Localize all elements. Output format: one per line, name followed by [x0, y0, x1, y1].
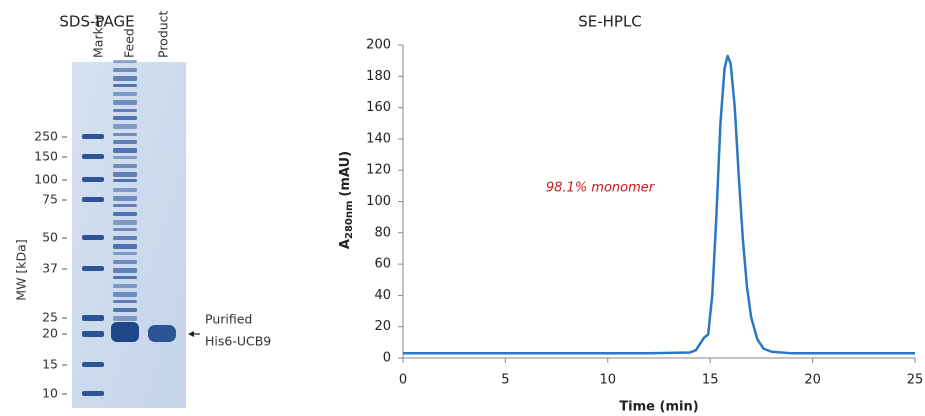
mw-tick-label: 100 — [34, 172, 58, 187]
mw-tick-label: 37 — [42, 261, 58, 276]
figure: SDS-PAGE MW [kDa] SE-HPLC Time (min) A28… — [0, 0, 925, 416]
feed-band — [113, 84, 137, 87]
feed-band — [113, 300, 137, 303]
gel-y-label: MW [kDa] — [14, 239, 29, 300]
feed-band — [113, 109, 137, 112]
mw-tick-label: 10 — [42, 386, 58, 401]
feed-band — [111, 322, 139, 342]
marker-band — [82, 235, 104, 240]
feed-band — [113, 260, 137, 264]
arrow-head — [188, 331, 194, 337]
marker-band — [82, 154, 104, 159]
feed-band — [113, 92, 137, 96]
x-tick-label: 10 — [600, 373, 617, 388]
feed-band — [113, 284, 137, 288]
marker-band — [82, 391, 104, 396]
gel-annotation: Purified — [205, 312, 252, 327]
marker-band — [82, 331, 104, 337]
lane-label: Feed — [122, 28, 137, 58]
y-tick-label: 20 — [374, 319, 391, 334]
marker-band — [82, 197, 104, 202]
marker-band — [82, 134, 104, 139]
x-tick-label: 15 — [702, 373, 719, 388]
gel-annotation: His6-UCB9 — [205, 334, 271, 349]
x-tick-label: 5 — [501, 373, 509, 388]
feed-band — [113, 124, 137, 129]
y-label-main: A — [338, 239, 353, 249]
annotation: 98.1% monomer — [546, 181, 656, 196]
feed-band — [113, 228, 137, 231]
y-tick-label: 140 — [366, 131, 391, 146]
mw-tick-label: 50 — [42, 230, 58, 245]
feed-band — [113, 60, 137, 63]
marker-band — [82, 266, 104, 271]
y-tick-label: 40 — [374, 288, 391, 303]
feed-band — [113, 204, 137, 207]
feed-band — [113, 140, 137, 144]
y-tick-label: 120 — [366, 163, 391, 178]
x-axis-label: Time (min) — [619, 400, 698, 415]
feed-band — [113, 68, 137, 72]
chart-title: SE-HPLC — [578, 13, 642, 31]
feed-band — [113, 236, 137, 240]
feed-band — [113, 100, 137, 105]
y-tick-label: 200 — [366, 38, 391, 53]
feed-band — [113, 252, 137, 255]
y-tick-label: 80 — [374, 225, 391, 240]
feed-band — [113, 276, 137, 279]
y-tick-label: 100 — [366, 194, 391, 209]
y-label-sub: 280nm — [344, 201, 355, 239]
feed-band — [113, 292, 137, 297]
x-tick-label: 20 — [804, 373, 821, 388]
feed-band — [113, 188, 137, 192]
mw-tick-label: 150 — [34, 149, 58, 164]
y-axis-label: A280nm (mAU) — [338, 151, 356, 249]
marker-band — [82, 315, 104, 321]
feed-band — [113, 220, 137, 225]
feed-band — [113, 316, 137, 321]
feed-band — [113, 164, 137, 168]
mw-tick-label: 250 — [34, 129, 58, 144]
lane-label: Marker — [91, 14, 106, 58]
feed-band — [113, 76, 137, 81]
mw-tick-label: 15 — [42, 357, 58, 372]
feed-band — [113, 196, 137, 201]
hplc-trace — [403, 56, 915, 353]
x-tick-label: 25 — [907, 373, 924, 388]
mw-tick-label: 75 — [42, 192, 58, 207]
feed-band — [113, 133, 137, 136]
feed-band — [113, 308, 137, 312]
feed-band — [113, 172, 137, 177]
marker-band — [82, 177, 104, 182]
feed-band — [113, 268, 137, 273]
y-label-unit: (mAU) — [338, 151, 353, 197]
y-tick-label: 180 — [366, 69, 391, 84]
feed-band — [113, 244, 137, 249]
mw-tick-label: 20 — [42, 326, 58, 341]
feed-band — [113, 156, 137, 159]
feed-band — [113, 212, 137, 216]
feed-band — [113, 116, 137, 120]
feed-band — [113, 148, 137, 153]
product-band — [148, 325, 176, 342]
y-tick-label: 0 — [383, 351, 391, 366]
feed-band — [113, 179, 137, 182]
mw-tick-label: 25 — [42, 310, 58, 325]
y-tick-label: 160 — [366, 100, 391, 115]
lane-label: Product — [156, 10, 171, 58]
x-tick-label: 0 — [399, 373, 407, 388]
marker-band — [82, 362, 104, 367]
y-tick-label: 60 — [374, 257, 391, 272]
